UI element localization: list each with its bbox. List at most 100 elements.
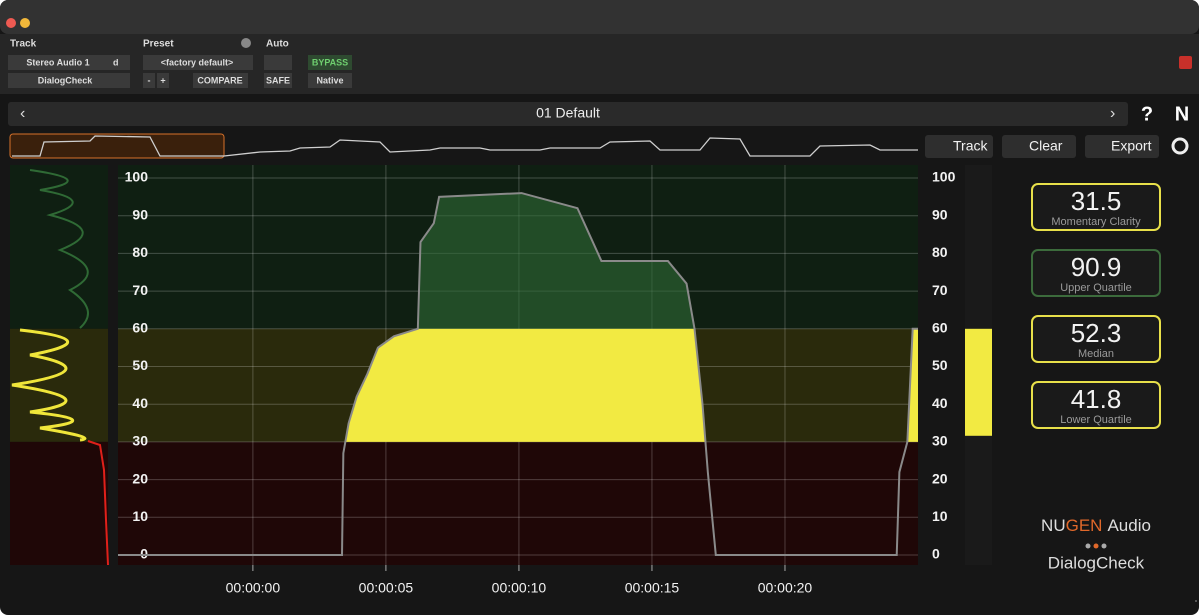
y-tick-label: 50	[132, 357, 148, 373]
zone	[118, 441, 918, 565]
y-tick-label-right: 10	[932, 508, 948, 524]
plugin-select[interactable]	[8, 73, 130, 88]
brand-dot	[1101, 543, 1107, 549]
plus-button[interactable]	[157, 73, 169, 88]
y-tick-label: 70	[132, 282, 148, 298]
auto-button[interactable]	[264, 55, 292, 70]
clear-button[interactable]	[1002, 135, 1076, 158]
x-tick-label: 00:00:15	[625, 580, 680, 596]
plus-text: +	[160, 75, 165, 85]
minimize-dot[interactable]	[20, 18, 30, 28]
close-dot[interactable]	[6, 18, 16, 28]
x-tick-label: 00:00:00	[226, 580, 281, 596]
x-tick-label: 00:00:10	[492, 580, 547, 596]
track-button-text: Track	[953, 138, 988, 154]
y-tick-label: 30	[132, 433, 148, 449]
y-tick-label: 40	[132, 395, 148, 411]
y-tick-label-right: 90	[932, 206, 948, 222]
track-mode[interactable]	[108, 55, 130, 70]
y-tick-label: 10	[132, 508, 148, 524]
preset-select[interactable]	[143, 55, 253, 70]
y-tick-label: 100	[125, 169, 149, 185]
clarity-line	[118, 192, 918, 556]
y-tick-label: 60	[132, 320, 148, 336]
y-tick-label-right: 80	[932, 244, 948, 260]
auto-label: Auto	[266, 39, 289, 50]
track-select[interactable]	[8, 55, 108, 70]
x-tick-label: 00:00:05	[359, 580, 414, 596]
compare-text: COMPARE	[197, 75, 242, 85]
y-tick-label: 0	[140, 546, 148, 562]
y-tick-label-right: 60	[932, 320, 948, 336]
clear-button-text: Clear	[1029, 138, 1063, 154]
track-button[interactable]	[925, 135, 993, 158]
histogram-red-curve	[87, 440, 109, 566]
brand-audio: Audio	[1107, 516, 1150, 535]
y-tick-label-right: 20	[932, 470, 948, 486]
next-arrow[interactable]: ›	[1110, 105, 1115, 122]
track-label: Track	[10, 39, 37, 50]
readout-label: Median	[1078, 348, 1114, 360]
y-tick-label-right: 100	[932, 169, 956, 185]
preset-menu[interactable]	[241, 38, 251, 48]
overview-selection[interactable]	[9, 133, 225, 159]
bypass-text: BYPASS	[312, 57, 348, 67]
readout-label: Momentary Clarity	[1051, 216, 1141, 228]
brand-dot	[1085, 543, 1091, 549]
export-button[interactable]	[1085, 135, 1159, 158]
meter-fill	[965, 328, 992, 436]
histogram-red	[10, 441, 108, 565]
x-tick-label: 00:00:20	[758, 580, 813, 596]
yellow-area	[345, 328, 918, 442]
plugin-name: DialogCheck	[38, 75, 94, 85]
safe-button[interactable]	[264, 73, 292, 88]
brand-nu: NU	[1041, 516, 1066, 535]
preset-name: <factory default>	[161, 57, 234, 67]
track-mode-text: d	[113, 57, 119, 67]
native-text: Native	[316, 75, 343, 85]
native-button[interactable]	[308, 73, 352, 88]
title-bar	[0, 0, 1199, 34]
settings-icon[interactable]	[1171, 137, 1189, 155]
readout-box	[1031, 183, 1161, 231]
readout-box	[1031, 315, 1161, 363]
bypass-button[interactable]	[308, 55, 352, 70]
help[interactable]: ?	[1141, 103, 1153, 125]
y-tick-label: 20	[132, 470, 148, 486]
brand-product: DialogCheck	[1048, 553, 1145, 572]
preset-title: 01 Default	[536, 105, 600, 121]
brand-gen: GEN	[1066, 516, 1103, 535]
safe-text: SAFE	[266, 75, 290, 85]
y-tick-label-right: 30	[932, 433, 948, 449]
overview-waveform	[12, 135, 918, 157]
histogram-green-curve	[29, 169, 89, 329]
brand-dot	[1093, 543, 1099, 549]
readout-box	[1031, 249, 1161, 297]
readout-label: Upper Quartile	[1060, 282, 1132, 294]
y-tick-label-right: 0	[932, 546, 940, 562]
minus-text: -	[148, 75, 151, 85]
readout-value: 90.9	[1071, 252, 1122, 282]
brand-line: NUGEN Audio	[1041, 516, 1151, 535]
minus-button[interactable]	[143, 73, 155, 88]
compare-button[interactable]	[193, 73, 248, 88]
nav-bar	[8, 102, 1128, 126]
histogram-yellow-curve	[11, 328, 87, 442]
y-tick-label: 90	[132, 206, 148, 222]
logo: N	[1175, 103, 1189, 125]
close-plugin[interactable]	[1179, 56, 1192, 69]
resize-grip[interactable]	[1195, 600, 1197, 602]
readout-box	[1031, 381, 1161, 429]
readout-value: 41.8	[1071, 384, 1122, 414]
export-button-text: Export	[1111, 138, 1152, 154]
preset-label: Preset	[143, 39, 174, 50]
readout-value: 31.5	[1071, 186, 1122, 216]
y-tick-label-right: 40	[932, 395, 948, 411]
readout-value: 52.3	[1071, 318, 1122, 348]
y-tick-label-right: 50	[932, 357, 948, 373]
readout-label: Lower Quartile	[1060, 414, 1132, 426]
prev-arrow[interactable]: ‹	[20, 105, 25, 122]
y-tick-label-right: 70	[932, 282, 948, 298]
